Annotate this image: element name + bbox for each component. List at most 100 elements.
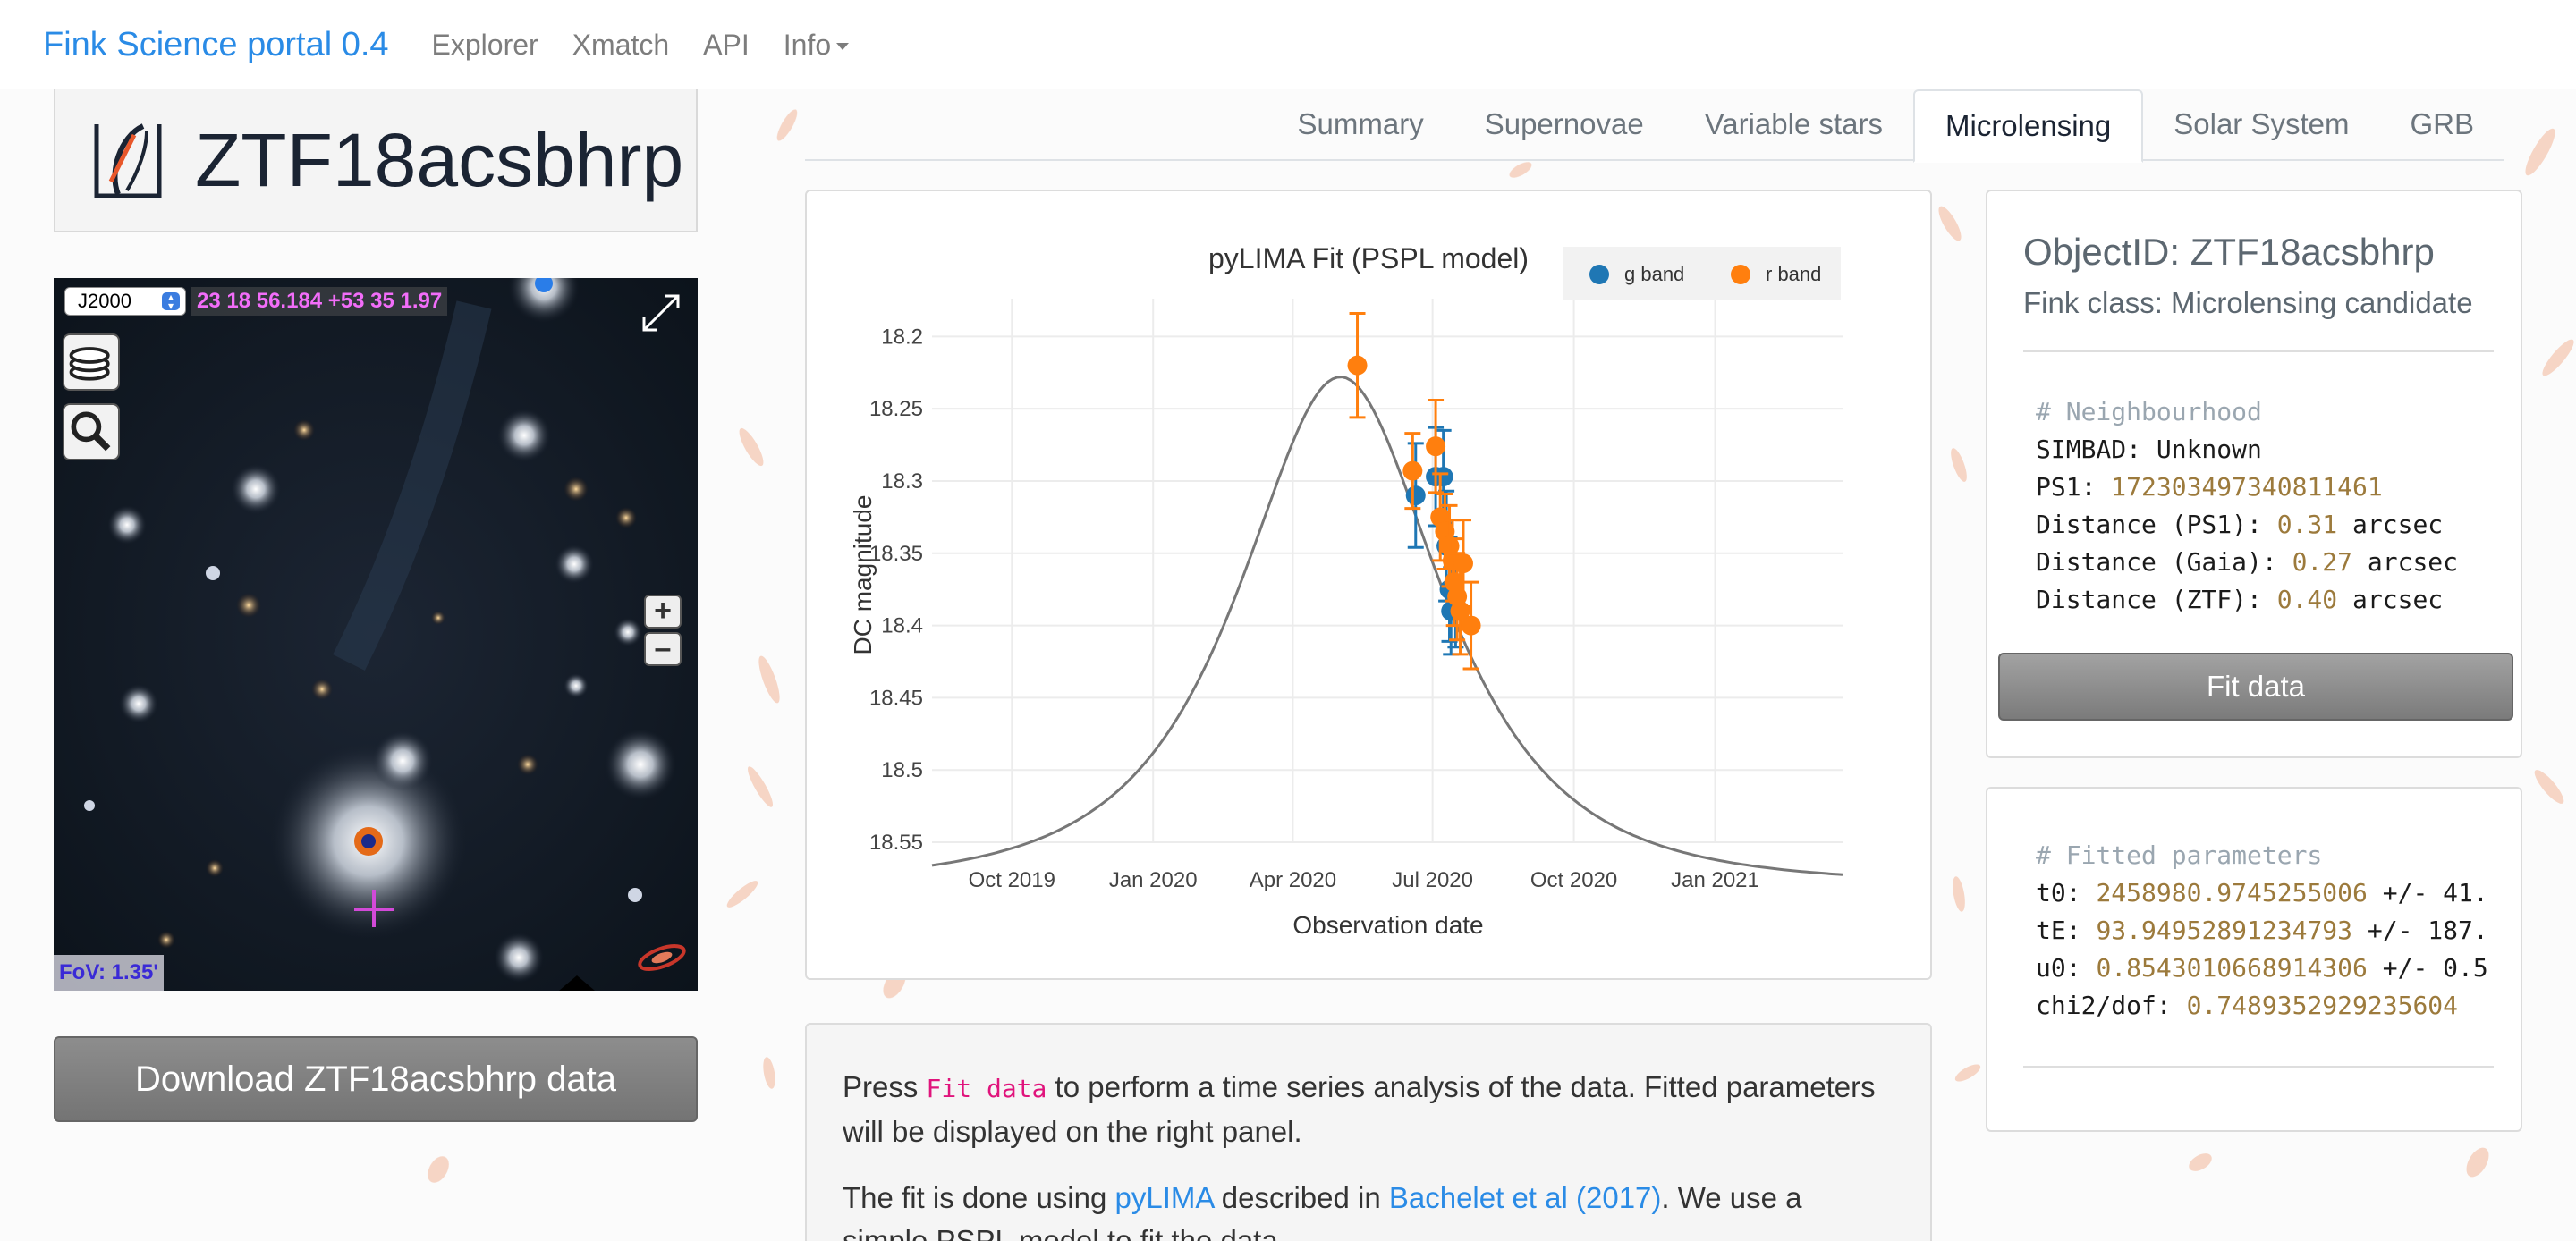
frame-select-value: J2000	[78, 290, 131, 312]
fit-data-button[interactable]: Fit data	[1998, 653, 2513, 721]
nav-info-label: Info	[783, 28, 832, 61]
legend-box	[1563, 247, 1841, 300]
desc-p2-post: . We use a simple PSPL model to fit the …	[843, 1181, 1802, 1241]
fitted-parameters-card: # Fitted parameters t0: 2458980.97452550…	[1986, 787, 2522, 1132]
nav-xmatch[interactable]: Xmatch	[572, 28, 670, 61]
te-label: tE:	[2036, 916, 2097, 945]
tab-supernovae[interactable]: Supernovae	[1484, 107, 1644, 140]
dist-gaia-value: 0.27	[2292, 547, 2353, 577]
data-point	[1402, 460, 1423, 481]
data-point	[1426, 436, 1446, 457]
fink-logo-icon	[94, 123, 162, 198]
brand-link[interactable]: Fink Science portal 0.4	[43, 25, 389, 63]
divider	[2023, 350, 2494, 352]
y-tick-label: 18.4	[881, 614, 923, 638]
pspl-fit-curve	[931, 376, 1843, 876]
nav-info-dropdown[interactable]: Info	[783, 28, 850, 62]
simbad-label: SIMBAD:	[2036, 435, 2157, 464]
caret-down-icon	[836, 43, 850, 51]
tab-microlensing[interactable]: Microlensing	[1913, 89, 2144, 163]
dist-ps1-value: 0.31	[2276, 510, 2338, 539]
t0-error: +/- 41.	[2367, 878, 2488, 908]
desc-p1-pre: Press	[843, 1070, 927, 1103]
pylima-link[interactable]: pyLIMA	[1114, 1181, 1214, 1214]
layers-icon	[69, 347, 110, 381]
layers-button[interactable]	[63, 333, 120, 391]
lightcurve-chart[interactable]: Oct 2019 Jan 2020 Apr 2020 Jul 2020 Oct 2020…	[807, 191, 1934, 982]
data-point	[1405, 485, 1426, 506]
dist-ztf-unit: arcsec	[2337, 585, 2444, 614]
fit-data-code: Fit data	[926, 1074, 1047, 1103]
desc-p1-post: to perform a time series analysis of the…	[843, 1070, 1876, 1148]
x-tick-label: Jan 2020	[1109, 868, 1198, 892]
legend-label: g band	[1624, 263, 1684, 285]
fov-indicator: FoV: 1.35'	[54, 955, 165, 991]
tab-variable-stars[interactable]: Variable stars	[1704, 107, 1883, 140]
download-data-button[interactable]: Download ZTF18acsbhrp data	[54, 1036, 698, 1122]
object-title-card: ZTF18acsbhrp	[54, 89, 698, 232]
legend-label: r band	[1766, 263, 1821, 285]
dist-ps1-label: Distance (PS1):	[2036, 510, 2277, 539]
neighbourhood-comment: # Neighbourhood	[2036, 397, 2262, 426]
nav-explorer[interactable]: Explorer	[431, 28, 538, 61]
analysis-tabs: Summary Supernovae Variable stars Microl…	[805, 89, 2504, 163]
y-tick-label: 18.2	[881, 325, 923, 349]
divider	[2023, 1066, 2494, 1068]
lightcurve-chart-card: Oct 2019 Jan 2020 Apr 2020 Jul 2020 Oct 2020…	[805, 190, 1932, 980]
y-axis-label: DC magnitude	[849, 495, 877, 655]
y-tick-label: 18.45	[869, 686, 923, 710]
frame-select[interactable]: J2000 ▴ ▾	[64, 287, 186, 316]
te-error: +/- 187.	[2352, 916, 2488, 945]
nav-api[interactable]: API	[703, 28, 750, 61]
y-tick-label: 18.55	[869, 831, 923, 855]
top-navbar: Fink Science portal 0.4 Explorer Xmatch …	[0, 0, 2576, 89]
description-card: Press Fit data to perform a time series …	[805, 1023, 1932, 1241]
y-tick-label: 18.25	[869, 397, 923, 421]
chi2-label: chi2/dof:	[2036, 991, 2187, 1020]
x-tick-label: Jan 2021	[1671, 868, 1759, 892]
desc-p2-pre: The fit is done using	[843, 1181, 1115, 1214]
cursor-coordinates: 23 18 56.184 +53 35 1.97	[191, 287, 448, 316]
bachelet-link[interactable]: Bachelet et al (2017)	[1388, 1181, 1662, 1214]
data-point	[1461, 615, 1481, 636]
dist-gaia-unit: arcsec	[2352, 547, 2459, 577]
select-arrows-icon: ▴ ▾	[162, 291, 180, 311]
zoom-out-button[interactable]: –	[644, 632, 682, 666]
u0-value: 0.8543010668914306	[2096, 953, 2368, 983]
te-value: 93.94952891234793	[2096, 916, 2353, 945]
search-button[interactable]	[63, 403, 120, 460]
t0-value: 2458980.9745255006	[2096, 878, 2368, 908]
u0-error: +/- 0.5	[2367, 953, 2488, 983]
tab-grb[interactable]: GRB	[2410, 107, 2474, 140]
x-tick-label: Oct 2019	[969, 868, 1055, 892]
dist-ztf-label: Distance (ZTF):	[2036, 585, 2277, 614]
y-tick-label: 18.35	[869, 542, 923, 566]
ps1-label: PS1:	[2036, 472, 2112, 502]
dist-gaia-label: Distance (Gaia):	[2036, 547, 2292, 577]
sky-image	[54, 278, 698, 991]
simbad-value: Unknown	[2156, 435, 2262, 464]
dist-ztf-value: 0.40	[2276, 585, 2338, 614]
legend-marker	[1731, 265, 1750, 284]
fink-class-label: Fink class: Microlensing candidate	[2023, 286, 2473, 319]
x-tick-label: Jul 2020	[1392, 868, 1473, 892]
ps1-value: 172303497340811461	[2111, 472, 2383, 502]
x-axis-label: Observation date	[1292, 911, 1483, 939]
data-point	[1347, 355, 1368, 376]
object-info-card: ObjectID: ZTF18acsbhrp Fink class: Micro…	[1986, 190, 2522, 758]
zoom-in-button[interactable]: +	[644, 595, 682, 629]
tab-summary[interactable]: Summary	[1297, 107, 1424, 140]
description-paragraph-1: Press Fit data to perform a time series …	[843, 1066, 1894, 1153]
search-icon	[71, 411, 111, 452]
description-paragraph-2: The fit is done using pyLIMA described i…	[843, 1177, 1894, 1241]
legend-marker	[1589, 265, 1609, 284]
fullscreen-expand-icon[interactable]	[639, 291, 683, 335]
chart-title: pyLIMA Fit (PSPL model)	[1208, 242, 1529, 274]
desc-p2-mid: described in	[1213, 1181, 1389, 1214]
x-tick-label: Oct 2020	[1530, 868, 1617, 892]
params-comment: # Fitted parameters	[2036, 840, 2323, 870]
y-tick-label: 18.3	[881, 469, 923, 494]
tab-solar-system[interactable]: Solar System	[2174, 107, 2350, 140]
aladin-sky-viewer[interactable]: J2000 ▴ ▾ 23 18 56.184 +53 35 1.97 + – FoV…	[54, 278, 698, 991]
t0-label: t0:	[2036, 878, 2097, 908]
